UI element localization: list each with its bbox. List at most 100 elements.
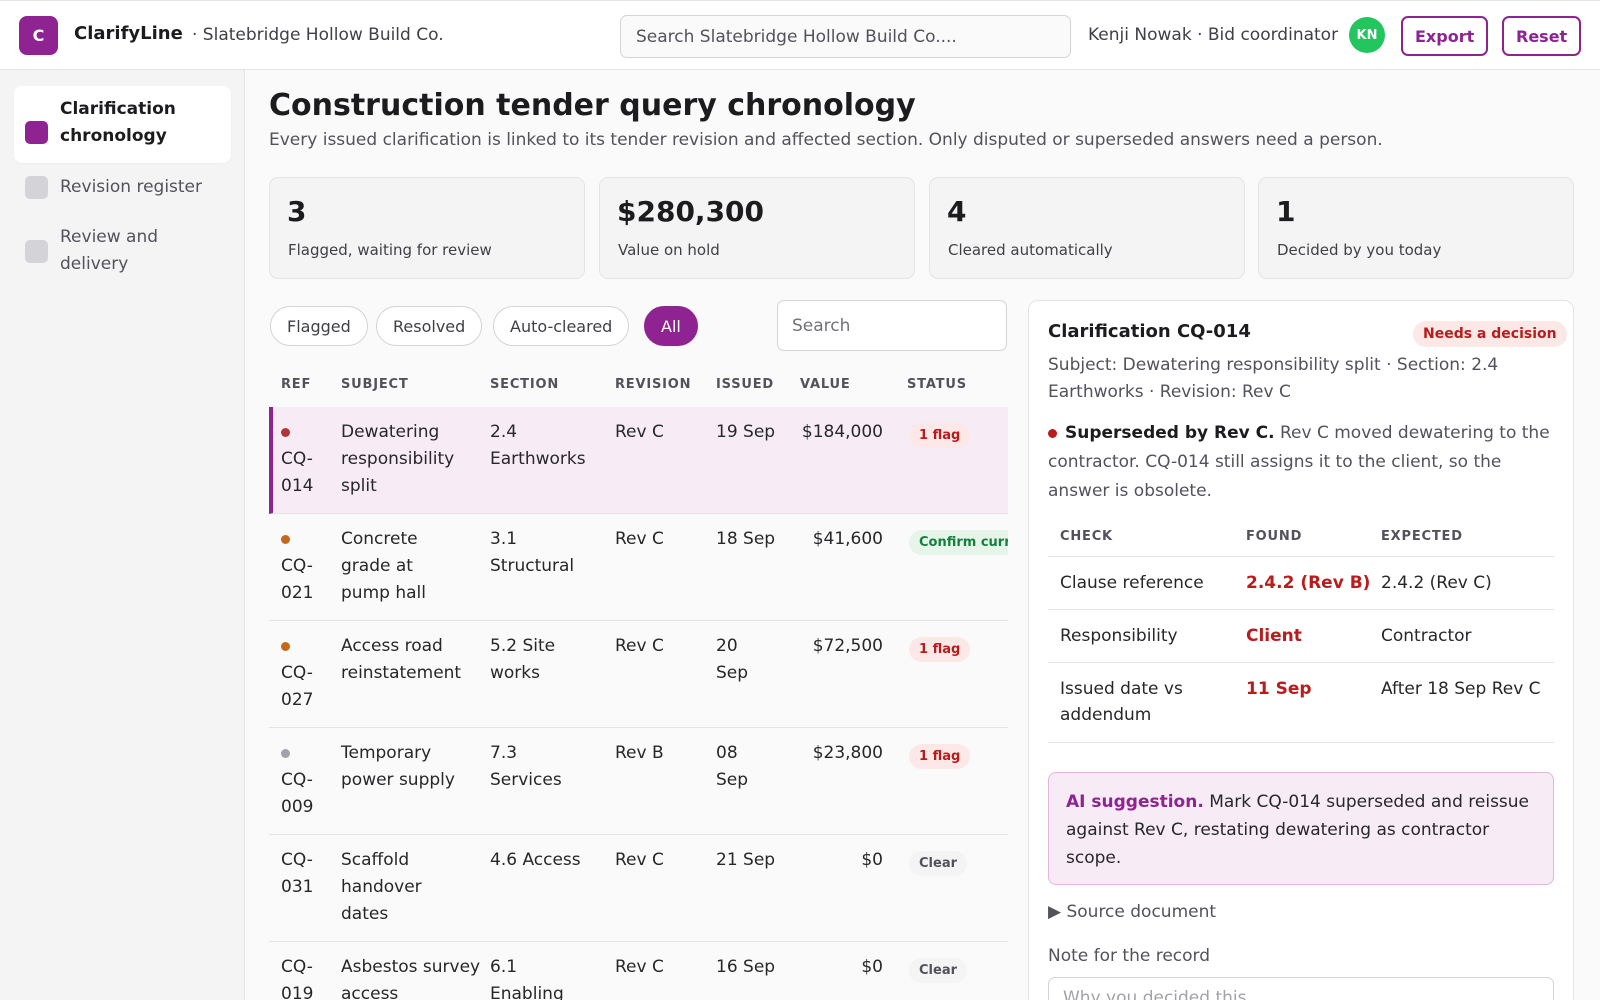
- page-title: Construction tender query chronology: [269, 88, 916, 123]
- value-cell: $0: [861, 957, 883, 977]
- value-cell: $72,500: [812, 636, 883, 656]
- stat-label: Cleared automatically: [948, 241, 1113, 259]
- finding-heading: Superseded by Rev C.: [1065, 423, 1275, 443]
- column-header-value[interactable]: VALUE: [800, 377, 851, 392]
- table-row[interactable]: CQ-027 Access road reinstatement 5.2 Sit…: [269, 621, 1008, 728]
- check-expected: After 18 Sep Rev C: [1381, 679, 1541, 699]
- table-row[interactable]: CQ-014 Dewatering responsibility split 2…: [269, 407, 1008, 514]
- ref-text: CQ-027: [281, 663, 314, 710]
- sidebar-item-clarification-chronology[interactable]: Clarification chronology: [14, 86, 231, 163]
- subject-cell: Temporary power supply: [341, 743, 455, 790]
- sidebar-item-label: Revision register: [60, 177, 203, 197]
- top-bar: C ClarifyLine · Slatebridge Hollow Build…: [0, 0, 1600, 70]
- value-cell: $184,000: [801, 422, 883, 442]
- column-header-section[interactable]: SECTION: [490, 377, 560, 392]
- column-header-status[interactable]: STATUS: [907, 377, 967, 392]
- table-row[interactable]: CQ-019 Asbestos survey access 6.1 Enabli…: [269, 942, 1008, 1000]
- column-header-revision[interactable]: REVISION: [615, 377, 692, 392]
- revision-cell: Rev C: [615, 422, 664, 442]
- column-header-issued[interactable]: ISSUED: [716, 377, 775, 392]
- stat-card-decided: 1 Decided by you today: [1258, 177, 1574, 279]
- revision-cell: Rev C: [615, 636, 664, 656]
- stat-label: Value on hold: [618, 241, 720, 259]
- global-search-input[interactable]: [620, 15, 1071, 58]
- section-cell: 3.1 Structural: [490, 529, 575, 576]
- stat-card-flagged: 3 Flagged, waiting for review: [269, 177, 585, 279]
- status-dot-icon: [281, 641, 290, 651]
- table-search-input[interactable]: [777, 300, 1007, 351]
- ref-text: CQ-009: [281, 770, 314, 817]
- status-badge: Confirm current: [909, 530, 1008, 555]
- revision-cell: Rev B: [615, 743, 664, 763]
- detail-meta: Subject: Dewatering responsibility split…: [1048, 355, 1499, 402]
- ref-cell: CQ-014: [281, 419, 325, 500]
- filter-chip-flagged[interactable]: Flagged: [270, 306, 368, 346]
- org-name: · Slatebridge Hollow Build Co.: [192, 25, 444, 45]
- ref-cell: CQ-021: [281, 526, 325, 607]
- check-found: 11 Sep: [1246, 679, 1312, 699]
- table-row[interactable]: CQ-009 Temporary power supply 7.3 Servic…: [269, 728, 1008, 835]
- nav-square-icon: [25, 176, 48, 199]
- column-header-ref[interactable]: REF: [281, 377, 312, 392]
- revision-cell: Rev C: [615, 850, 664, 870]
- section-cell: 2.4 Earthworks: [490, 422, 586, 469]
- export-button[interactable]: Export: [1401, 16, 1489, 56]
- stat-value: $280,300: [617, 195, 765, 228]
- stat-value: 1: [1276, 195, 1296, 228]
- note-input[interactable]: [1048, 977, 1554, 1000]
- status-badge: Clear: [909, 958, 967, 983]
- app-logo[interactable]: C: [19, 16, 58, 55]
- subject-cell: Scaffold handover dates: [341, 850, 422, 924]
- status-dot-icon: [281, 748, 290, 758]
- finding-text: Superseded by Rev C. Rev C moved dewater…: [1048, 419, 1558, 506]
- status-badge: Clear: [909, 851, 967, 876]
- expected-header: EXPECTED: [1381, 529, 1463, 544]
- issued-cell: 08 Sep: [716, 743, 749, 790]
- subject-cell: Asbestos survey access: [341, 957, 481, 1000]
- value-cell: $0: [861, 850, 883, 870]
- status-badge: 1 flag: [909, 637, 971, 662]
- stat-value: 3: [287, 195, 307, 228]
- ai-suggestion: AI suggestion. Mark CQ-014 superseded an…: [1048, 772, 1554, 885]
- table-row[interactable]: CQ-021 Concrete grade at pump hall 3.1 S…: [269, 514, 1008, 621]
- ai-suggestion-label: AI suggestion.: [1066, 792, 1204, 812]
- revision-cell: Rev C: [615, 957, 664, 977]
- section-cell: 4.6 Access: [490, 850, 581, 870]
- ref-text: CQ-021: [281, 556, 314, 603]
- status-badge: 1 flag: [909, 744, 971, 769]
- sidebar-item-revision-register[interactable]: Revision register: [14, 174, 231, 201]
- value-cell: $41,600: [812, 529, 883, 549]
- status-badge: 1 flag: [909, 423, 971, 448]
- check-name: Clause reference: [1060, 573, 1204, 593]
- ref-cell: CQ-019: [281, 957, 314, 1000]
- filter-chip-resolved[interactable]: Resolved: [376, 306, 483, 346]
- detail-panel: Clarification CQ-014 Needs a decision Su…: [1028, 300, 1574, 1000]
- sidebar-item-review-and-delivery[interactable]: Review and delivery: [14, 224, 231, 278]
- filter-chip-all[interactable]: All: [644, 306, 698, 346]
- ref-cell: CQ-027: [281, 633, 325, 714]
- subject-cell: Access road reinstatement: [341, 636, 462, 683]
- user-name: Kenji Nowak · Bid coordinator: [1088, 25, 1339, 45]
- status-dot-icon: [281, 427, 290, 437]
- subject-cell: Concrete grade at pump hall: [341, 529, 426, 603]
- check-expected: Contractor: [1381, 626, 1472, 646]
- stat-label: Decided by you today: [1277, 241, 1442, 259]
- check-row: Clause reference 2.4.2 (Rev B) 2.4.2 (Re…: [1048, 556, 1554, 609]
- filter-chip-auto-cleared[interactable]: Auto-cleared: [493, 306, 630, 346]
- section-cell: 6.1 Enabling: [490, 957, 564, 1000]
- detail-title: Clarification CQ-014: [1048, 321, 1251, 342]
- needs-decision-badge: Needs a decision: [1413, 321, 1567, 347]
- avatar[interactable]: KN: [1349, 17, 1385, 53]
- issued-cell: 20 Sep: [716, 636, 749, 683]
- table-row[interactable]: CQ-031 Scaffold handover dates 4.6 Acces…: [269, 835, 1008, 942]
- alert-dot-icon: [1048, 428, 1057, 438]
- column-header-subject[interactable]: SUBJECT: [341, 377, 409, 392]
- check-expected: 2.4.2 (Rev C): [1381, 573, 1492, 593]
- reset-button[interactable]: Reset: [1502, 16, 1582, 56]
- check-row: Responsibility Client Contractor: [1048, 609, 1554, 662]
- revision-cell: Rev C: [615, 529, 664, 549]
- source-document-toggle[interactable]: ▶ Source document: [1048, 902, 1217, 922]
- ref-cell: CQ-031: [281, 850, 314, 897]
- issued-cell: 18 Sep: [716, 529, 776, 549]
- ref-text: CQ-014: [281, 449, 314, 496]
